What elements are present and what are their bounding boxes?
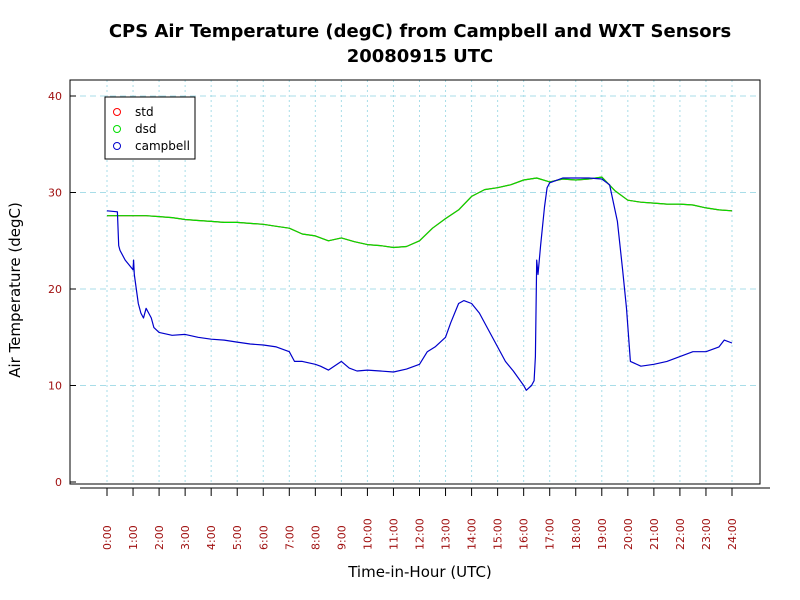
x-tick-label-22: 22:00 xyxy=(674,518,687,550)
x-tick-label-18: 18:00 xyxy=(570,518,583,550)
y-tick-label-4: 40 xyxy=(48,90,62,103)
x-tick-label-10: 10:00 xyxy=(361,518,374,550)
x-tick-label-1: 1:00 xyxy=(127,525,140,550)
legend-marker-dsd xyxy=(113,125,121,133)
x-tick-label-8: 8:00 xyxy=(309,525,322,550)
x-tick-label-3: 3:00 xyxy=(179,525,192,550)
chart-title: CPS Air Temperature (degC) from Campbell… xyxy=(109,21,731,42)
legend-label-std: std xyxy=(135,105,154,119)
x-tick-label-6: 6:00 xyxy=(257,525,270,550)
y-tick-label-2: 20 xyxy=(48,283,62,296)
x-tick-label-21: 21:00 xyxy=(648,518,661,550)
y-tick-label-1: 10 xyxy=(48,380,62,393)
y-tick-label-3: 30 xyxy=(48,187,62,200)
grid xyxy=(70,80,760,484)
x-tick-label-11: 11:00 xyxy=(387,518,400,550)
x-tick-label-20: 20:00 xyxy=(622,518,635,550)
series-layer xyxy=(106,176,733,391)
x-tick-label-0: 0:00 xyxy=(101,525,114,550)
chart-subtitle: 20080915 UTC xyxy=(347,46,494,67)
x-tick-label-9: 9:00 xyxy=(335,525,348,550)
series-line-campbell xyxy=(106,177,733,391)
x-tick-label-13: 13:00 xyxy=(440,518,453,550)
y-axis: 0 10 20 30 40 xyxy=(48,90,76,489)
legend-label-campbell: campbell xyxy=(135,139,190,153)
legend: std dsd campbell xyxy=(104,96,196,160)
series-line-dsd xyxy=(107,176,733,249)
x-tick-label-7: 7:00 xyxy=(283,525,296,550)
x-tick-label-16: 16:00 xyxy=(518,518,531,550)
x-tick-label-15: 15:00 xyxy=(492,518,505,550)
y-axis-title: Air Temperature (degC) xyxy=(6,202,24,378)
x-tick-label-5: 5:00 xyxy=(231,525,244,550)
x-axis: 0:00 1:00 2:00 3:00 4:00 5:00 6:00 7:00 8:00 9:00… xyxy=(80,487,770,550)
x-tick-label-14: 14:00 xyxy=(466,518,479,550)
x-tick-label-4: 4:00 xyxy=(205,525,218,550)
plot-frame xyxy=(69,79,761,485)
legend-label-dsd: dsd xyxy=(135,122,157,136)
legend-marker-campbell xyxy=(113,142,121,150)
x-tick-label-24: 24:00 xyxy=(726,518,739,550)
x-tick-label-19: 19:00 xyxy=(596,518,609,550)
x-axis-title: Time-in-Hour (UTC) xyxy=(347,563,492,581)
x-tick-label-2: 2:00 xyxy=(153,525,166,550)
x-tick-label-12: 12:00 xyxy=(414,518,427,550)
x-tick-label-23: 23:00 xyxy=(700,518,713,550)
y-tick-label-0: 0 xyxy=(55,476,62,489)
x-tick-label-17: 17:00 xyxy=(544,518,557,550)
legend-marker-std xyxy=(113,108,121,116)
